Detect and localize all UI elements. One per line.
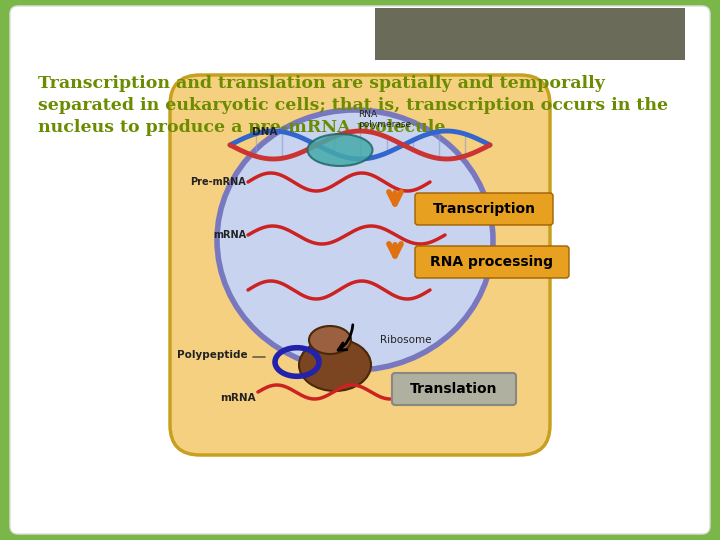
Text: separated in eukaryotic cells; that is, transcription occurs in the: separated in eukaryotic cells; that is, … [38, 97, 668, 114]
Text: Transcription: Transcription [433, 202, 536, 216]
Ellipse shape [309, 326, 351, 354]
Ellipse shape [217, 110, 493, 370]
FancyBboxPatch shape [375, 8, 685, 60]
Text: mRNA: mRNA [220, 393, 256, 403]
Text: Translation: Translation [410, 382, 498, 396]
Text: mRNA: mRNA [213, 230, 246, 240]
Text: Polypeptide: Polypeptide [177, 350, 248, 360]
Text: Pre-mRNA: Pre-mRNA [190, 177, 246, 187]
Text: nucleus to produce a pre-mRNA molecule: nucleus to produce a pre-mRNA molecule [38, 119, 446, 136]
Ellipse shape [299, 339, 371, 391]
Text: RNA processing: RNA processing [431, 255, 554, 269]
FancyBboxPatch shape [10, 6, 710, 534]
Text: DNA: DNA [252, 127, 277, 137]
Text: Ribosome: Ribosome [380, 335, 431, 345]
FancyBboxPatch shape [392, 373, 516, 405]
FancyBboxPatch shape [415, 246, 569, 278]
FancyBboxPatch shape [415, 193, 553, 225]
Text: RNA
polymerase: RNA polymerase [358, 110, 411, 130]
Text: Transcription and translation are spatially and temporally: Transcription and translation are spatia… [38, 75, 605, 92]
FancyBboxPatch shape [170, 75, 550, 455]
Ellipse shape [307, 134, 372, 166]
